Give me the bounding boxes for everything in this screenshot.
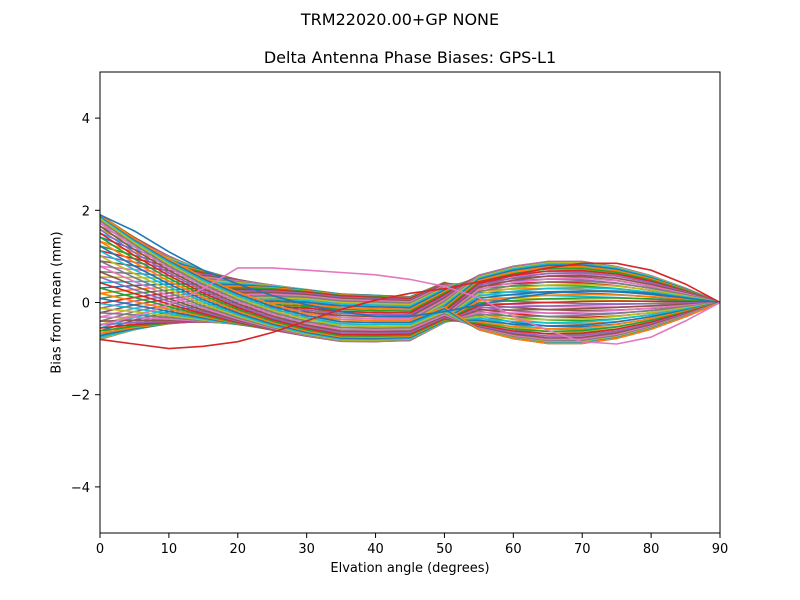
x-tick-label: 90: [712, 542, 729, 557]
x-axis-label: Elvation angle (degrees): [330, 561, 490, 576]
x-tick-label: 10: [161, 542, 178, 557]
series-line: [99, 228, 721, 337]
y-tick-label: −4: [71, 481, 90, 496]
y-tick-label: −2: [71, 389, 90, 404]
series-line: [99, 222, 721, 341]
x-tick-label: 70: [574, 542, 591, 557]
y-tick-label: 4: [82, 112, 90, 127]
series-line: [99, 236, 721, 337]
series-line: [99, 214, 721, 318]
y-axis-ticks: −4 −2 0 2 4: [71, 112, 100, 496]
x-tick-label: 20: [230, 542, 247, 557]
x-tick-label: 40: [367, 542, 384, 557]
series-line: [99, 220, 721, 342]
x-axis-ticks: 0 10 20 30 40 50 60 70 80 90: [96, 533, 728, 557]
series-lines: [99, 214, 721, 350]
x-tick-label: 0: [96, 542, 104, 557]
series-line: [99, 245, 721, 340]
series-line: [99, 214, 721, 345]
y-axis-label: Bias from mean (mm): [49, 231, 65, 374]
figure-suptitle: TRM22020.00+GP NONE: [300, 10, 500, 29]
x-tick-label: 80: [643, 542, 660, 557]
series-line: [99, 262, 721, 350]
x-tick-label: 50: [436, 542, 453, 557]
chart-title: Delta Antenna Phase Biases: GPS-L1: [263, 48, 557, 67]
series-line: [99, 232, 721, 336]
y-tick-label: 2: [82, 204, 90, 219]
series-line: [99, 240, 721, 339]
series-line: [99, 267, 721, 345]
y-tick-label: 0: [82, 297, 90, 312]
series-line: [99, 250, 721, 341]
x-tick-label: 60: [505, 542, 522, 557]
x-tick-label: 30: [298, 542, 315, 557]
